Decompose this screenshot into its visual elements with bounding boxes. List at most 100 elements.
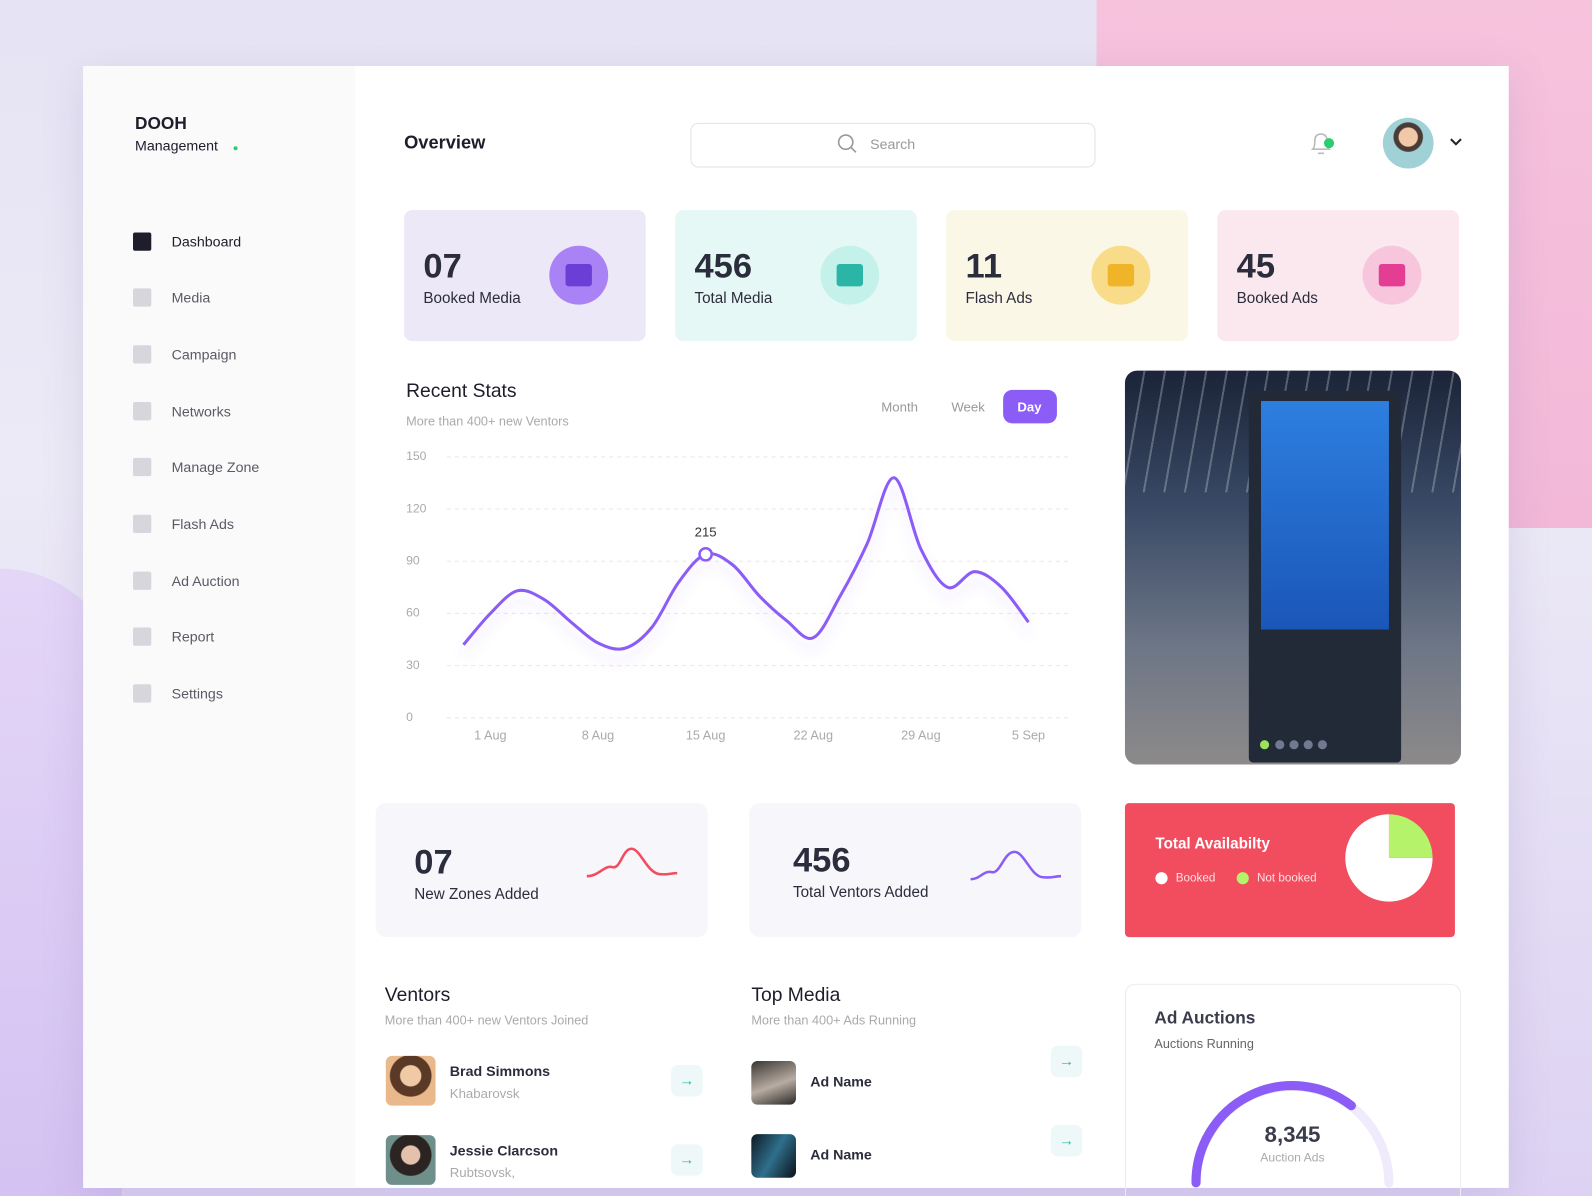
slider-dot[interactable] xyxy=(1317,740,1327,750)
kpi-value: 11 xyxy=(965,247,1003,286)
slider-dot[interactable] xyxy=(1303,740,1313,750)
pie-slice xyxy=(1345,814,1433,902)
ventor-city: Khabarovsk xyxy=(449,1085,520,1102)
brand-sub: Management xyxy=(135,137,219,154)
nav-icon xyxy=(133,457,152,477)
section-subtitle: More than 400+ new Ventors Joined xyxy=(384,1013,589,1028)
kpi-label: Flash Ads xyxy=(965,289,1033,308)
slider-dot[interactable] xyxy=(1289,740,1299,750)
search-placeholder: Search xyxy=(870,136,916,153)
nav-item[interactable]: Networks xyxy=(171,403,231,420)
media-name: Ad Name xyxy=(810,1073,872,1090)
stat-label: Total Ventors Added xyxy=(792,883,929,902)
legend-swatch xyxy=(1155,872,1168,885)
nav-icon xyxy=(133,627,152,646)
kpi-label: Booked Ads xyxy=(1236,289,1318,308)
legend-label: Not booked xyxy=(1256,872,1317,885)
ventor-avatar xyxy=(385,1055,436,1106)
open-button[interactable]: → xyxy=(1050,1045,1083,1078)
auctions-value: 8,345 xyxy=(1264,1121,1321,1148)
pie-slice xyxy=(1388,814,1433,858)
ventor-avatar xyxy=(385,1135,436,1185)
stat-value: 456 xyxy=(792,841,851,880)
stat-card xyxy=(749,803,1082,938)
nav-item[interactable]: Dashboard xyxy=(171,233,242,250)
nav-icon xyxy=(133,402,152,421)
nav-icon xyxy=(133,232,152,251)
line-series xyxy=(462,476,1030,651)
media-thumb xyxy=(751,1060,796,1105)
tab[interactable]: Month xyxy=(881,399,918,415)
nav-item[interactable]: Campaign xyxy=(171,346,237,363)
section-title: Top Media xyxy=(751,984,841,1007)
slider-dot[interactable] xyxy=(1259,740,1270,750)
kpi-icon xyxy=(1362,245,1422,305)
kpi-icon xyxy=(549,245,609,305)
nav-item[interactable]: Media xyxy=(171,289,211,306)
sidebar xyxy=(83,65,356,1188)
nav-icon xyxy=(133,345,152,364)
y-tick-label: 0 xyxy=(406,710,413,724)
kpi-icon xyxy=(1091,245,1151,305)
kpi-icon xyxy=(820,245,880,305)
x-tick-label: 5 Sep xyxy=(1012,728,1045,742)
nav-icon xyxy=(133,514,152,534)
kpi-value: 456 xyxy=(694,247,753,286)
open-button[interactable]: → xyxy=(671,1065,703,1097)
media-name: Ad Name xyxy=(810,1146,872,1163)
auctions-gauge xyxy=(1191,1081,1394,1188)
pie-chart xyxy=(1345,814,1433,902)
section-subtitle: More than 400+ Ads Running xyxy=(751,1013,917,1028)
ventor-name: Jessie Clarcson xyxy=(449,1142,559,1159)
auctions-caption: Auction Ads xyxy=(1260,1150,1325,1165)
tab-active[interactable]: Day xyxy=(1017,399,1042,415)
search-box[interactable] xyxy=(690,122,1096,168)
auctions-subtitle: Auctions Running xyxy=(1154,1036,1254,1051)
nav-icon xyxy=(133,288,152,307)
notification-bell[interactable] xyxy=(1307,129,1337,159)
brand-dot xyxy=(233,146,238,151)
auctions-title: Ad Auctions xyxy=(1154,1008,1256,1028)
stat-label: New Zones Added xyxy=(414,885,539,904)
media-thumb xyxy=(751,1134,796,1178)
image-screen xyxy=(1261,401,1389,630)
y-tick-label: 60 xyxy=(406,606,420,620)
search-icon xyxy=(837,134,857,153)
open-button[interactable]: → xyxy=(1050,1124,1083,1157)
nav-icon xyxy=(133,684,152,703)
nav-item[interactable]: Report xyxy=(171,628,215,645)
sparkline xyxy=(970,850,1062,881)
user-menu-chevron[interactable] xyxy=(1448,136,1464,148)
user-avatar[interactable] xyxy=(1382,117,1434,169)
nav-item[interactable]: Ad Auction xyxy=(171,572,240,589)
x-tick-label: 8 Aug xyxy=(582,728,614,742)
legend-label: Booked xyxy=(1175,872,1216,885)
tab[interactable]: Week xyxy=(951,399,985,415)
chart-title: Recent Stats xyxy=(406,380,517,403)
y-tick-label: 30 xyxy=(406,658,420,672)
stat-value: 07 xyxy=(414,843,453,882)
availability-title: Total Availabilty xyxy=(1155,835,1270,853)
ventor-city: Rubtsovsk, xyxy=(449,1165,516,1181)
highlight-point xyxy=(698,546,713,562)
brand-name: DOOH xyxy=(135,113,187,134)
slider-dot[interactable] xyxy=(1275,740,1285,750)
auctions-card xyxy=(1124,983,1462,1196)
nav-item[interactable]: Settings xyxy=(171,685,223,702)
ventor-name: Brad Simmons xyxy=(449,1063,551,1080)
tab-active-bg xyxy=(1003,389,1057,424)
y-tick-label: 150 xyxy=(406,449,427,463)
y-tick-label: 120 xyxy=(406,501,427,515)
nav-icon xyxy=(133,571,152,590)
x-tick-label: 1 Aug xyxy=(474,728,506,742)
line-chart: 0 30 60 90 120 150 1 Aug 8 Aug 15 Aug 22 Aug 29 Au… xyxy=(406,449,1072,742)
media-image xyxy=(1124,370,1462,765)
nav-item[interactable]: Manage Zone xyxy=(171,458,260,476)
nav-item[interactable]: Flash Ads xyxy=(171,515,235,533)
x-tick-label: 22 Aug xyxy=(793,728,833,742)
page-title: Overview xyxy=(404,132,486,153)
sparkline xyxy=(586,847,678,878)
open-button[interactable]: → xyxy=(671,1144,703,1176)
